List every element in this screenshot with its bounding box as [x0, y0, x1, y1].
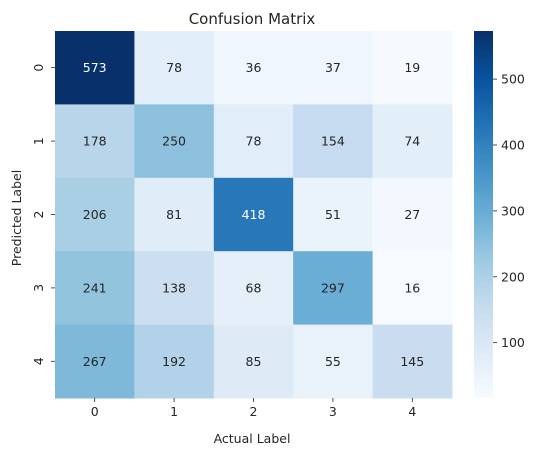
heatmap-cell-1-3 — [293, 104, 374, 179]
x-tick-label-3: 3 — [329, 404, 337, 419]
cell-label-2-1: 81 — [166, 207, 182, 222]
y-tick-label-3: 3 — [31, 284, 46, 292]
colorbar-tick-label-200: 200 — [501, 269, 525, 284]
heatmap-cell-0-2 — [213, 31, 294, 105]
cell-label-3-0: 241 — [83, 280, 107, 295]
heatmap-cell-0-0 — [55, 31, 135, 105]
heatmap-cell-1-1 — [134, 104, 215, 179]
cell-label-4-0: 267 — [83, 354, 107, 369]
heatmap-cell-3-0 — [55, 251, 135, 326]
cell-label-4-4: 145 — [400, 354, 424, 369]
x-tick-label-0: 0 — [91, 404, 99, 419]
cell-label-0-3: 37 — [325, 60, 341, 75]
colorbar-tick-label-100: 100 — [501, 335, 525, 350]
heatmap-cell-4-0 — [55, 324, 135, 399]
cell-label-3-1: 138 — [162, 280, 186, 295]
cell-label-1-2: 78 — [246, 134, 262, 149]
cell-label-3-3: 297 — [321, 280, 345, 295]
heatmap-cell-2-3 — [293, 177, 374, 252]
cell-label-2-3: 51 — [325, 207, 341, 222]
cell-label-1-0: 178 — [83, 134, 107, 149]
x-axis-ticks: 0 1 2 3 4 — [91, 398, 416, 419]
colorbar: 100 200 300 400 500 — [474, 31, 525, 398]
y-tick-label-4: 4 — [31, 357, 46, 365]
heatmap-cell-2-4 — [372, 177, 453, 252]
cell-label-1-4: 74 — [404, 134, 420, 149]
heatmap-cell-4-3 — [293, 324, 374, 399]
x-tick-label-1: 1 — [170, 404, 178, 419]
cell-label-4-1: 192 — [162, 354, 186, 369]
y-tick-label-2: 2 — [31, 211, 46, 219]
heatmap-cell-2-0 — [55, 177, 135, 252]
heatmap-cell-3-3 — [293, 251, 374, 326]
cell-label-2-2: 418 — [242, 207, 266, 222]
heatmap-cell-3-1 — [134, 251, 215, 326]
heatmap-cell-3-2 — [213, 251, 294, 326]
colorbar-gradient — [474, 31, 493, 398]
chart-title: Confusion Matrix — [189, 10, 316, 28]
cell-label-4-3: 55 — [325, 354, 341, 369]
cell-label-0-0: 573 — [83, 60, 107, 75]
heatmap-cell-0-1 — [134, 31, 215, 105]
y-axis-label: Predicted Label — [9, 170, 24, 266]
cell-label-4-2: 85 — [246, 354, 262, 369]
cell-label-2-0: 206 — [83, 207, 107, 222]
cell-label-2-4: 27 — [404, 207, 420, 222]
heatmap-cell-3-4 — [372, 251, 453, 326]
x-axis-label: Actual Label — [214, 431, 291, 446]
heatmap-cell-0-4 — [372, 31, 453, 105]
heatmap-cell-0-3 — [293, 31, 374, 105]
y-axis-ticks: 0 1 2 3 4 — [31, 64, 55, 365]
cell-label-3-4: 16 — [404, 280, 420, 295]
colorbar-tick-label-500: 500 — [501, 72, 525, 87]
colorbar-tick-label-300: 300 — [501, 203, 525, 218]
cell-label-0-1: 78 — [166, 60, 182, 75]
cell-label-3-2: 68 — [246, 280, 262, 295]
x-tick-label-4: 4 — [408, 404, 416, 419]
heatmap-cells — [55, 31, 453, 399]
cell-label-1-3: 154 — [321, 134, 345, 149]
cell-annotations: 573 78 36 37 19 178 250 78 154 74 206 81 418 51 27 241 1… — [83, 60, 424, 369]
heatmap-cell-1-0 — [55, 104, 135, 179]
y-tick-label-1: 1 — [31, 137, 46, 145]
cell-label-0-2: 36 — [246, 60, 262, 75]
cell-label-0-4: 19 — [404, 60, 420, 75]
heatmap-cell-1-2 — [213, 104, 294, 179]
heatmap-cell-2-1 — [134, 177, 215, 252]
y-tick-label-0: 0 — [31, 64, 46, 72]
colorbar-tick-label-400: 400 — [501, 137, 525, 152]
x-tick-label-2: 2 — [250, 404, 258, 419]
heatmap-cell-2-2 — [213, 177, 294, 252]
heatmap-cell-1-4 — [372, 104, 453, 179]
heatmap-cell-4-4 — [372, 324, 453, 399]
heatmap-cell-4-2 — [213, 324, 294, 399]
heatmap-cell-4-1 — [134, 324, 215, 399]
cell-label-1-1: 250 — [162, 134, 186, 149]
